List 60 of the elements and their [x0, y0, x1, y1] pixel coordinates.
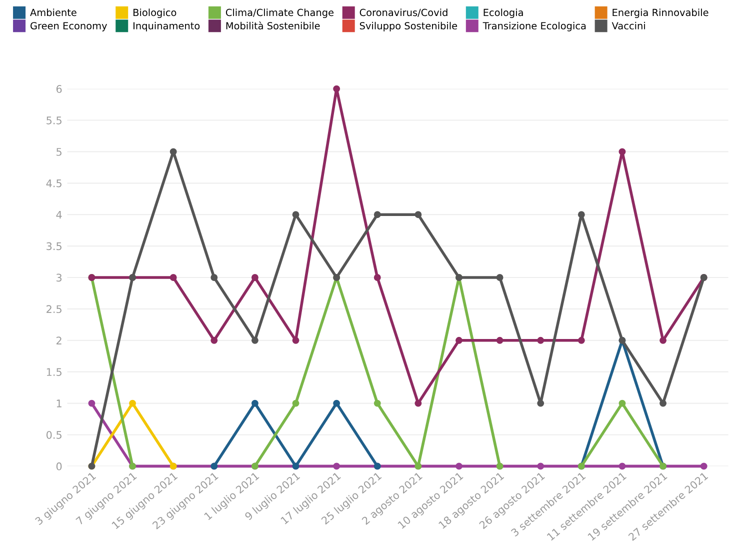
y-tick-label: 6: [56, 85, 62, 93]
legend-label: Vaccini: [612, 22, 645, 30]
legend-label: Inquinamento: [134, 22, 200, 32]
point: [129, 400, 136, 407]
point: [414, 211, 422, 218]
point: [496, 274, 504, 281]
point: [292, 400, 300, 407]
legend-label: Energia Rinnovabile: [612, 8, 708, 18]
legend-label: Mobilità Sostenibile: [226, 22, 320, 30]
y-tick-label: 2: [56, 336, 62, 344]
point: [374, 211, 381, 218]
point: [660, 400, 667, 407]
point: [251, 336, 258, 344]
point: [537, 400, 544, 407]
point: [251, 274, 258, 281]
legend-label: Clima/Climate Change: [226, 8, 334, 18]
point: [456, 336, 462, 344]
point: [578, 336, 585, 344]
point: [496, 336, 504, 344]
y-tick-label: 4: [56, 210, 62, 219]
y-tick-label: 1: [56, 400, 62, 408]
point: [170, 274, 177, 281]
point: [210, 274, 218, 281]
point: [251, 400, 258, 407]
y-tick-label: 1.5: [46, 368, 62, 376]
point: [456, 462, 462, 470]
point: [333, 462, 340, 470]
legend-label: Ecologia: [484, 8, 523, 18]
point: [660, 336, 667, 344]
y-tick-label: 0: [56, 462, 62, 470]
point: [618, 462, 626, 470]
point: [578, 211, 585, 218]
legend-label: Sviluppo Sostenibile: [360, 22, 458, 32]
point: [374, 400, 381, 407]
y-tick-label: 0.5: [46, 430, 62, 439]
legend-label: Biologico: [134, 8, 176, 18]
point: [537, 336, 544, 344]
point: [333, 85, 340, 92]
y-tick-label: 3.5: [46, 242, 62, 250]
y-tick-label: 4.5: [46, 180, 62, 188]
legend-label: Transizione Ecologica: [482, 22, 586, 32]
point: [374, 274, 381, 281]
y-tick-label: 2.5: [46, 305, 62, 314]
point: [292, 211, 300, 218]
y-tick-label: 3: [56, 274, 62, 282]
legend-label: Ambiente: [30, 8, 76, 16]
point: [170, 148, 177, 156]
point: [618, 400, 626, 407]
point: [700, 462, 708, 470]
y-tick-label: 5.5: [46, 116, 62, 124]
point: [292, 336, 300, 344]
point: [537, 462, 544, 470]
y-tick-label: 5: [56, 148, 62, 156]
point: [88, 400, 96, 407]
point: [333, 400, 340, 407]
point: [414, 400, 422, 407]
legend-label: Coronavirus/Covid: [360, 8, 448, 17]
point: [210, 336, 218, 344]
point: [618, 148, 626, 156]
legend-label: Green Economy: [30, 22, 107, 32]
